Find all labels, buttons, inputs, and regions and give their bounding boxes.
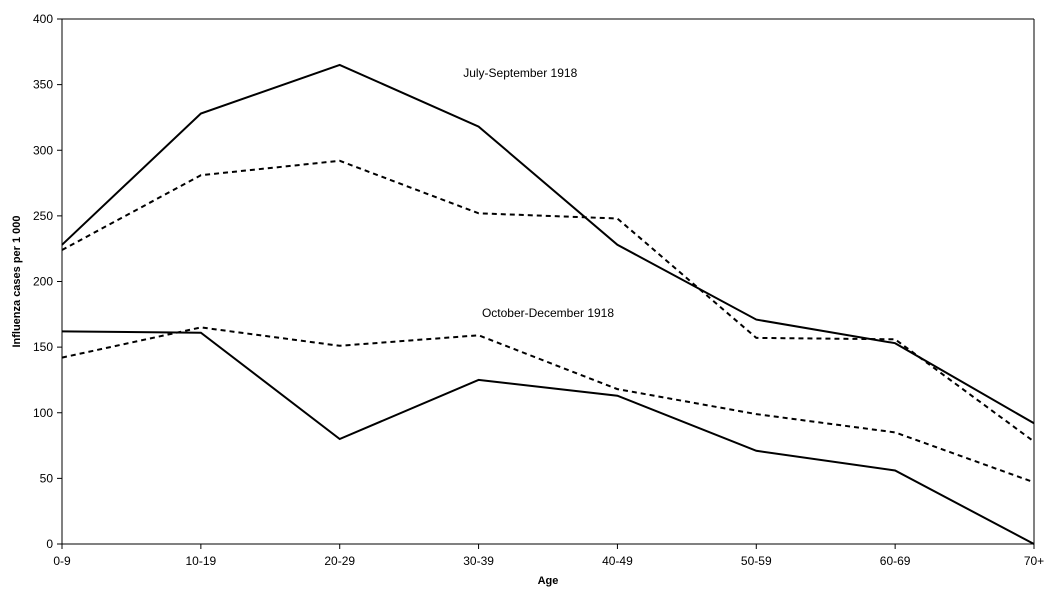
series-lines — [61, 63, 1035, 545]
y-tick-label: 200 — [33, 275, 53, 289]
y-tick-label: 250 — [33, 209, 53, 223]
ticks: 0 50 100 150 200 250 300 350 400 0-9 10-19 20-29 30-… — [33, 12, 1044, 568]
y-tick-label: 400 — [33, 12, 53, 26]
x-tick-label: 70+ — [1024, 554, 1044, 568]
y-tick-label: 100 — [33, 406, 53, 420]
y-tick-label: 150 — [33, 340, 53, 354]
annotation-label: October-December 1918 — [482, 306, 614, 320]
series-line-1 — [61, 63, 1035, 425]
x-tick-label: 40-49 — [602, 554, 633, 568]
annotations: July-September 1918 October-December 1918 — [463, 66, 614, 320]
series-line-4 — [61, 326, 1035, 484]
x-tick-label: 20-29 — [324, 554, 355, 568]
y-tick-label: 300 — [33, 143, 53, 157]
x-tick-label: 30-39 — [463, 554, 494, 568]
series-line-2 — [61, 159, 1035, 443]
x-axis-title: Age — [538, 575, 559, 587]
x-tick-label: 60-69 — [880, 554, 911, 568]
y-tick-label: 350 — [33, 78, 53, 92]
annotation-label: July-September 1918 — [463, 66, 577, 80]
x-tick-label: 50-59 — [741, 554, 772, 568]
series-line-3 — [61, 330, 1035, 545]
y-tick-label: 50 — [40, 471, 54, 485]
y-axis-title: Influenza cases per 1 000 — [11, 215, 23, 347]
y-tick-label: 0 — [46, 537, 53, 551]
x-tick-label: 0-9 — [53, 554, 71, 568]
x-tick-label: 10-19 — [186, 554, 217, 568]
axes — [61, 18, 1035, 545]
